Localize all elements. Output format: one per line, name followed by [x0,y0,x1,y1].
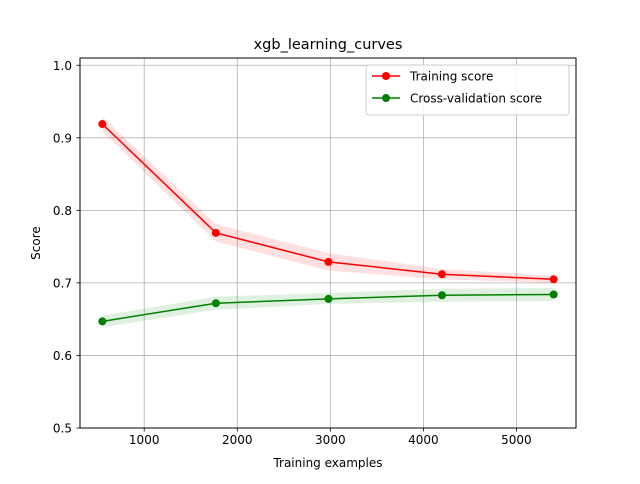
y-tick-label: 1.0 [53,59,72,73]
cv-data-point [98,317,107,326]
cv-data-point [211,299,220,308]
training-data-point [98,120,107,129]
chart-title: xgb_learning_curves [254,37,403,53]
legend-box [365,64,570,116]
series-markers [98,120,558,326]
x-tick-label: 2000 [222,433,253,447]
training-data-point [324,257,333,266]
cv-data-point [437,291,446,300]
cv-data-point [549,290,558,299]
legend: Training score Cross-validation score [365,64,570,116]
y-tick-label: 0.9 [53,131,72,145]
legend-label-cv: Cross-validation score [410,92,542,106]
plot-area-frame [79,57,577,429]
legend-swatch-cv-marker [382,94,390,102]
y-tick-label: 0.5 [53,422,72,436]
training-data-point [437,270,446,279]
y-tick-label: 0.8 [53,204,72,218]
legend-label-training: Training score [409,70,493,84]
axis-ticks: 1000 2000 3000 4000 5000 0.5 0.6 0.7 0.8 0.9 1.0 [53,59,532,447]
y-axis-label: Score [29,226,43,260]
y-tick-label: 0.7 [53,276,72,290]
legend-swatch-training-marker [382,72,390,80]
training-data-point [211,228,220,237]
cv-data-point [324,294,333,303]
x-axis-label: Training examples [272,456,382,470]
x-tick-label: 5000 [501,433,532,447]
training-data-point [549,275,558,284]
x-tick-label: 1000 [129,433,160,447]
y-tick-label: 0.6 [53,349,72,363]
x-tick-label: 3000 [315,433,346,447]
x-tick-label: 4000 [408,433,439,447]
